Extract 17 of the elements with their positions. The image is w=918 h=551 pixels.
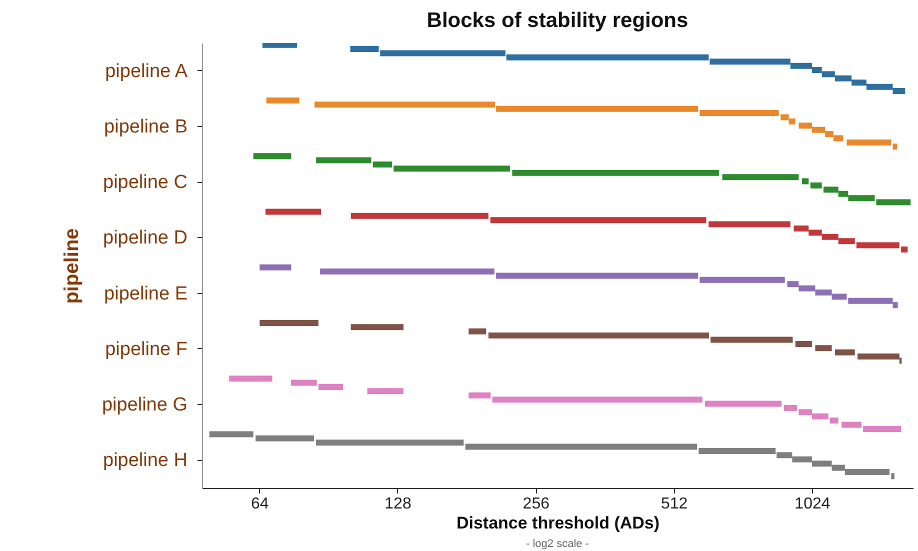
y-tick-label: pipeline H <box>103 450 188 472</box>
x-tick-label: 512 <box>660 496 688 512</box>
y-tick-label: pipeline E <box>104 283 188 304</box>
y-tick-label: pipeline F <box>105 338 188 360</box>
y-tick-label: pipeline D <box>103 228 188 249</box>
y-tick-label: pipeline B <box>104 116 188 138</box>
text: - log2 scale - <box>526 538 590 550</box>
y-axis-title: pipeline <box>60 228 83 304</box>
x-tick-label: 128 <box>384 496 412 512</box>
x-tick-label: 1024 <box>794 496 830 512</box>
x-axis-title: Distance threshold (ADs) <box>456 514 660 532</box>
y-tick-label: pipeline C <box>103 172 188 194</box>
x-tick-label: 256 <box>522 496 550 512</box>
y-tick-label: pipeline G <box>102 394 188 416</box>
x-tick-label: 64 <box>250 496 269 512</box>
chart-title: Blocks of stability regions <box>426 9 688 32</box>
y-tick-label: pipeline A <box>105 60 188 82</box>
